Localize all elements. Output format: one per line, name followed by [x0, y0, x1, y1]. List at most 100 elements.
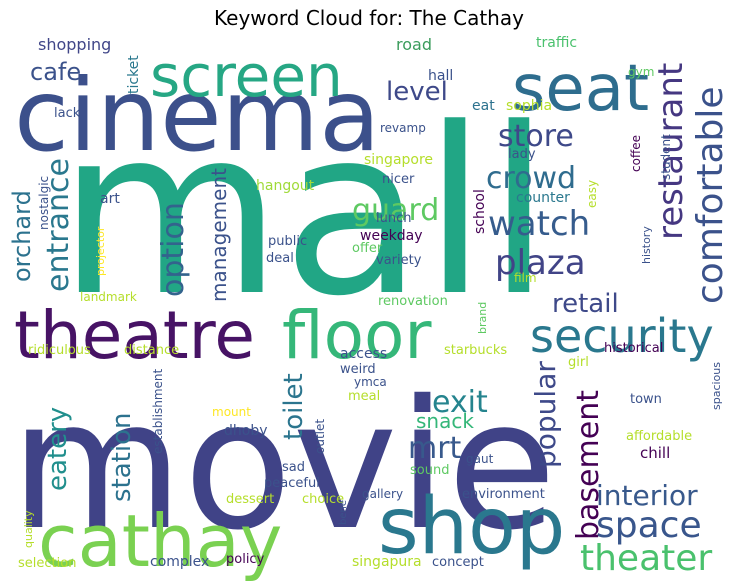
word-level: level — [386, 77, 448, 107]
word-historical: historical — [604, 341, 663, 356]
word-comfortable: comfortable — [690, 86, 731, 304]
word-history: history — [640, 226, 653, 264]
word-distance: distance — [124, 343, 179, 358]
word-offer: offer — [352, 241, 383, 256]
word-singapura: singapura — [352, 554, 422, 570]
word-access: access — [340, 346, 387, 362]
word-gallery: gallery — [362, 487, 403, 501]
word-girl: girl — [568, 355, 589, 370]
word-theater: theater — [580, 538, 712, 579]
word-cathay: cathay — [38, 499, 282, 583]
word-entrance: entrance — [41, 158, 76, 292]
word-theatre: theatre — [14, 297, 255, 374]
word-outlet: outlet — [313, 419, 327, 454]
word-lunch: lunch — [376, 211, 411, 226]
word-chill: chill — [640, 444, 670, 462]
word-projector: projector — [94, 226, 107, 276]
word-security: security — [530, 309, 714, 363]
word-singapore: singapore — [364, 152, 433, 168]
word-weird: weird — [340, 362, 376, 377]
word-ymca: ymca — [354, 375, 387, 389]
word-policy: policy — [226, 552, 265, 567]
word-affordable: affordable — [626, 429, 692, 444]
word-exit: exit — [432, 385, 488, 420]
word-restaurant: restaurant — [651, 63, 691, 240]
word-ticket: ticket — [126, 55, 142, 94]
word-environment: environment — [462, 487, 545, 502]
word-gym: gym — [628, 65, 654, 79]
word-public: public — [268, 234, 307, 249]
word-sound: sound — [410, 463, 449, 478]
word-option: option — [156, 202, 191, 297]
word-guard: guard — [352, 193, 439, 228]
word-plaza: plaza — [495, 243, 586, 283]
word-weekday: weekday — [360, 228, 423, 244]
word-school: school — [472, 189, 488, 234]
word-orchard: orchard — [8, 190, 36, 282]
word-eatery: eatery — [43, 407, 73, 491]
word-counter: counter — [516, 190, 570, 206]
word-station: station — [107, 413, 137, 502]
word-floor: floor — [282, 297, 432, 374]
word-landmark: landmark — [80, 290, 137, 304]
word-seat: seat — [512, 52, 649, 126]
word-meal: meal — [348, 389, 380, 404]
word-selection: selection — [18, 556, 76, 571]
word-revamp: revamp — [380, 121, 426, 135]
word-road: road — [396, 35, 432, 54]
word-hangout: hangout — [256, 178, 315, 194]
word-mrt: mrt — [408, 431, 462, 466]
word-complex: complex — [150, 554, 209, 570]
word-art: art — [100, 191, 120, 207]
word-basement: basement — [571, 390, 606, 540]
word-gaut: gaut — [466, 452, 494, 466]
word-nostalgic: nostalgic — [37, 176, 51, 230]
word-sad: sad — [282, 460, 305, 475]
word-peaceful: peaceful — [264, 476, 320, 491]
word-shopping: shopping — [38, 35, 111, 54]
word-lack: lack — [54, 106, 81, 121]
word-film: film — [514, 271, 537, 285]
word-traffic: traffic — [536, 35, 577, 51]
word-brand: brand — [476, 302, 489, 334]
word-student: student — [659, 134, 673, 180]
word-starbucks: starbucks — [444, 343, 507, 358]
word-dessert: dessert — [226, 492, 274, 507]
word-choice: choice — [302, 492, 344, 507]
word-cafe: cafe — [30, 58, 81, 86]
word-deal: deal — [266, 251, 294, 266]
word-renovation: renovation — [378, 294, 448, 309]
word-quality: quality — [22, 510, 35, 548]
word-shop: shop — [378, 482, 565, 572]
word-store: store — [498, 119, 574, 154]
word-ridiculous: ridiculous — [28, 343, 91, 358]
word-variety: variety — [376, 253, 422, 268]
word-snack: snack — [416, 409, 474, 433]
word-cinema: cinema — [14, 57, 380, 174]
word-establishment: establishment — [151, 368, 165, 454]
word-watch: watch — [488, 204, 590, 244]
word-toilet: toilet — [279, 373, 309, 440]
word-spacious: spacious — [710, 362, 723, 410]
word-mall: mall — [58, 80, 551, 347]
word-popular: popular — [529, 361, 562, 468]
word-sophia: sophia — [506, 98, 552, 114]
word-bene: bene — [338, 500, 349, 525]
word-movie: movie — [10, 362, 557, 569]
word-eat: eat — [472, 98, 495, 114]
word-screen: screen — [150, 42, 343, 110]
word-space: space — [596, 505, 702, 546]
word-management: management — [207, 168, 231, 302]
chart-title: Keyword Cloud for: The Cathay — [214, 6, 524, 30]
word-easy: easy — [585, 180, 599, 208]
word-lady: lady — [508, 147, 536, 162]
word-dhoby: dhoby — [224, 423, 268, 439]
word-mount: mount — [212, 405, 251, 419]
word-town: town — [630, 392, 662, 407]
word-concept: concept — [432, 555, 484, 570]
word-hall: hall — [428, 68, 453, 84]
word-retail: retail — [552, 289, 619, 319]
word-nicer: nicer — [382, 172, 415, 187]
word-coffee: coffee — [629, 135, 643, 172]
